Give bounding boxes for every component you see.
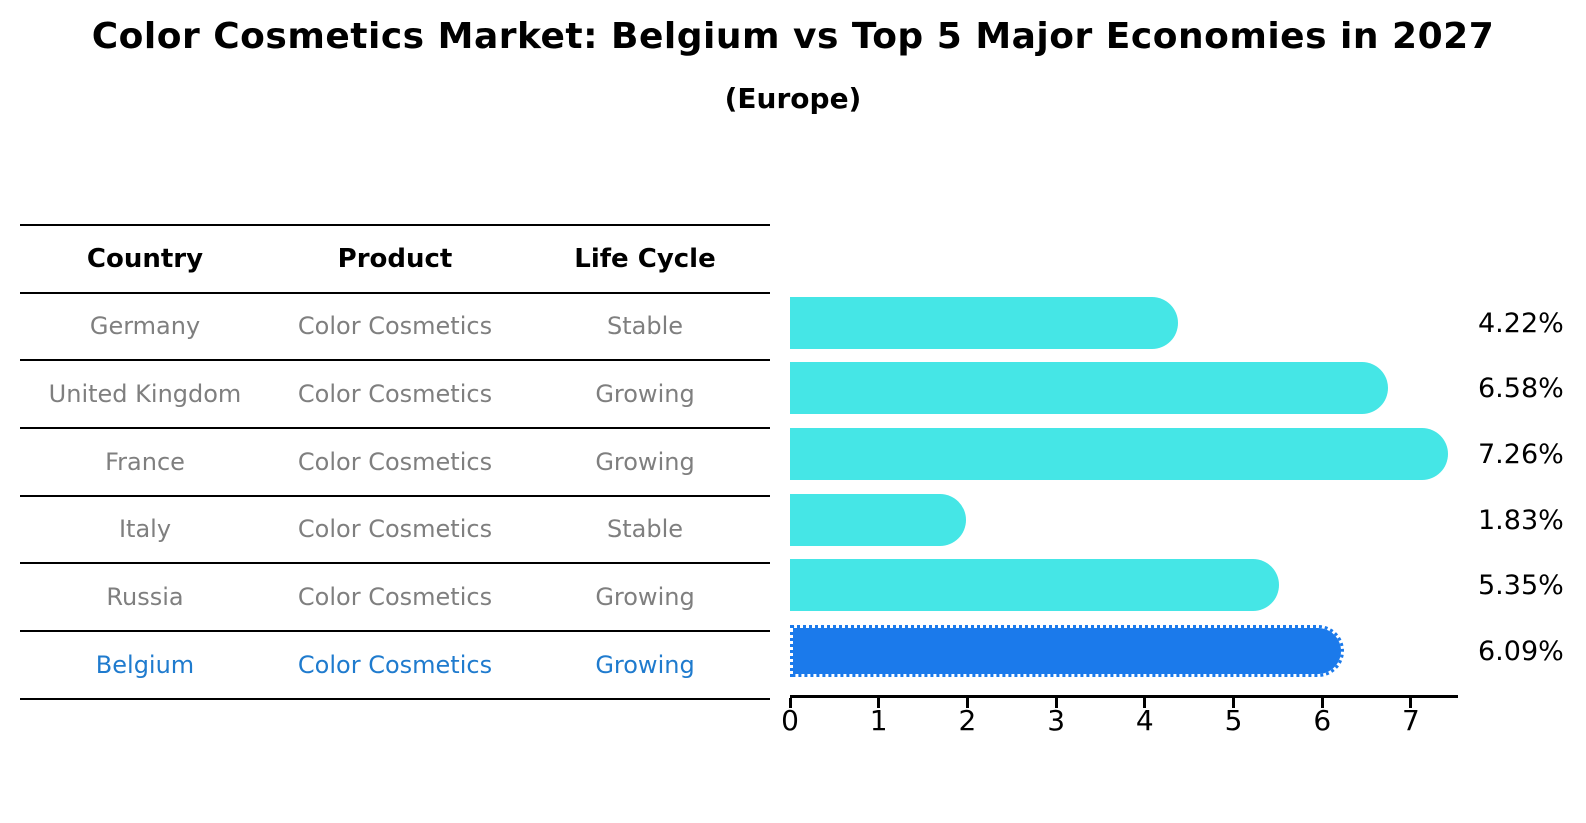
x-tick (965, 698, 969, 708)
x-tick-label: 6 (1313, 704, 1332, 737)
bar-united-kingdom (790, 362, 1388, 415)
table-row: United Kingdom Color Cosmetics Growing (20, 361, 770, 430)
table-cell-country: Russia (106, 583, 184, 612)
table-cell-product: Color Cosmetics (297, 650, 493, 679)
x-tick (788, 698, 792, 708)
x-tick-label: 4 (1135, 704, 1154, 737)
table-header-cell: Life Cycle (574, 243, 716, 274)
table-cell-country: United Kingdom (48, 380, 242, 409)
bar-germany (790, 296, 1179, 349)
table-cell-product: Color Cosmetics (297, 312, 493, 341)
table-header-cell: Product (337, 243, 453, 274)
value-label: 6.09% (1478, 636, 1564, 668)
x-tick-label: 2 (958, 704, 977, 737)
table-cell-life-cycle: Growing (595, 650, 695, 679)
table-cell-country: Belgium (95, 650, 195, 679)
value-label: 7.26% (1478, 438, 1564, 470)
value-label: 1.83% (1478, 504, 1564, 536)
chart-subtitle: (Europe) (724, 82, 862, 115)
table-row: France Color Cosmetics Growing (20, 429, 770, 497)
table-cell-country: France (105, 447, 185, 476)
bar-belgium (790, 625, 1345, 678)
comparison-table: Country Product Life Cycle Germany Color Cos… (20, 224, 770, 700)
x-tick (1143, 698, 1147, 708)
value-label: 5.35% (1478, 570, 1564, 602)
bar-italy (790, 493, 967, 546)
table-cell-product: Color Cosmetics (297, 447, 493, 476)
x-tick-label: 1 (869, 704, 888, 737)
table-cell-life-cycle: Growing (595, 447, 695, 476)
table-cell-life-cycle: Growing (595, 380, 695, 409)
table-row: Russia Color Cosmetics Growing (20, 564, 770, 633)
bar-france (790, 427, 1449, 480)
table-cell-product: Color Cosmetics (297, 380, 493, 409)
bar-russia (790, 559, 1279, 612)
x-tick-label: 7 (1402, 704, 1420, 737)
chart-title: Color Cosmetics Market: Belgium vs Top 5… (91, 16, 1495, 57)
value-label: 4.22% (1478, 307, 1564, 339)
table-row: Germany Color Cosmetics Stable (20, 294, 770, 362)
table-cell-country: Germany (89, 312, 201, 341)
table-cell-product: Color Cosmetics (297, 583, 493, 612)
x-tick (1232, 698, 1236, 708)
x-axis-line (790, 695, 1458, 698)
table-cell-life-cycle: Stable (606, 515, 684, 544)
table-cell-country: Italy (118, 515, 172, 544)
table-header-row: Country Product Life Cycle (20, 226, 770, 294)
table-row: Italy Color Cosmetics Stable (20, 497, 770, 565)
x-tick (877, 698, 881, 708)
table-cell-product: Color Cosmetics (297, 515, 493, 544)
table-row: Belgium Color Cosmetics Growing (20, 632, 770, 700)
table-cell-life-cycle: Stable (606, 312, 684, 341)
x-tick (1320, 698, 1324, 708)
value-label: 6.58% (1478, 373, 1564, 405)
x-tick-label: 0 (781, 704, 799, 737)
x-tick-label: 3 (1047, 704, 1066, 737)
table-cell-life-cycle: Growing (595, 583, 695, 612)
x-tick (1409, 698, 1413, 708)
x-tick-label: 5 (1224, 704, 1243, 737)
x-tick (1054, 698, 1058, 708)
table-header-cell: Country (86, 243, 204, 274)
